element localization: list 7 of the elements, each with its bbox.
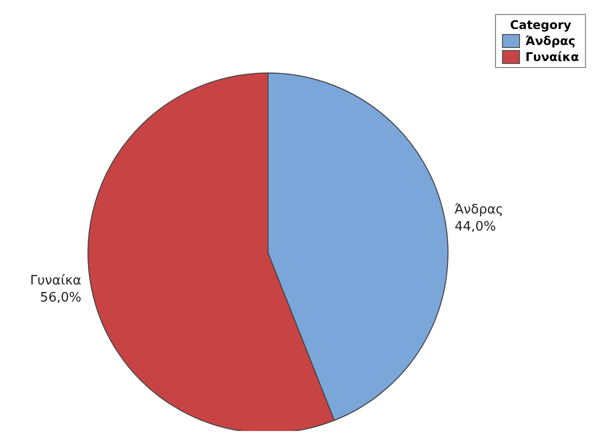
legend-label: Γυναίκα [525,50,579,64]
slice-label: Άνδρας [454,202,504,218]
data-label: 44,0% [454,219,496,234]
slice-label: Γυναίκα [30,274,82,289]
legend-label: Άνδρας [525,34,576,48]
data-label: 56,0% [40,290,82,306]
legend-title: Category [509,18,572,32]
